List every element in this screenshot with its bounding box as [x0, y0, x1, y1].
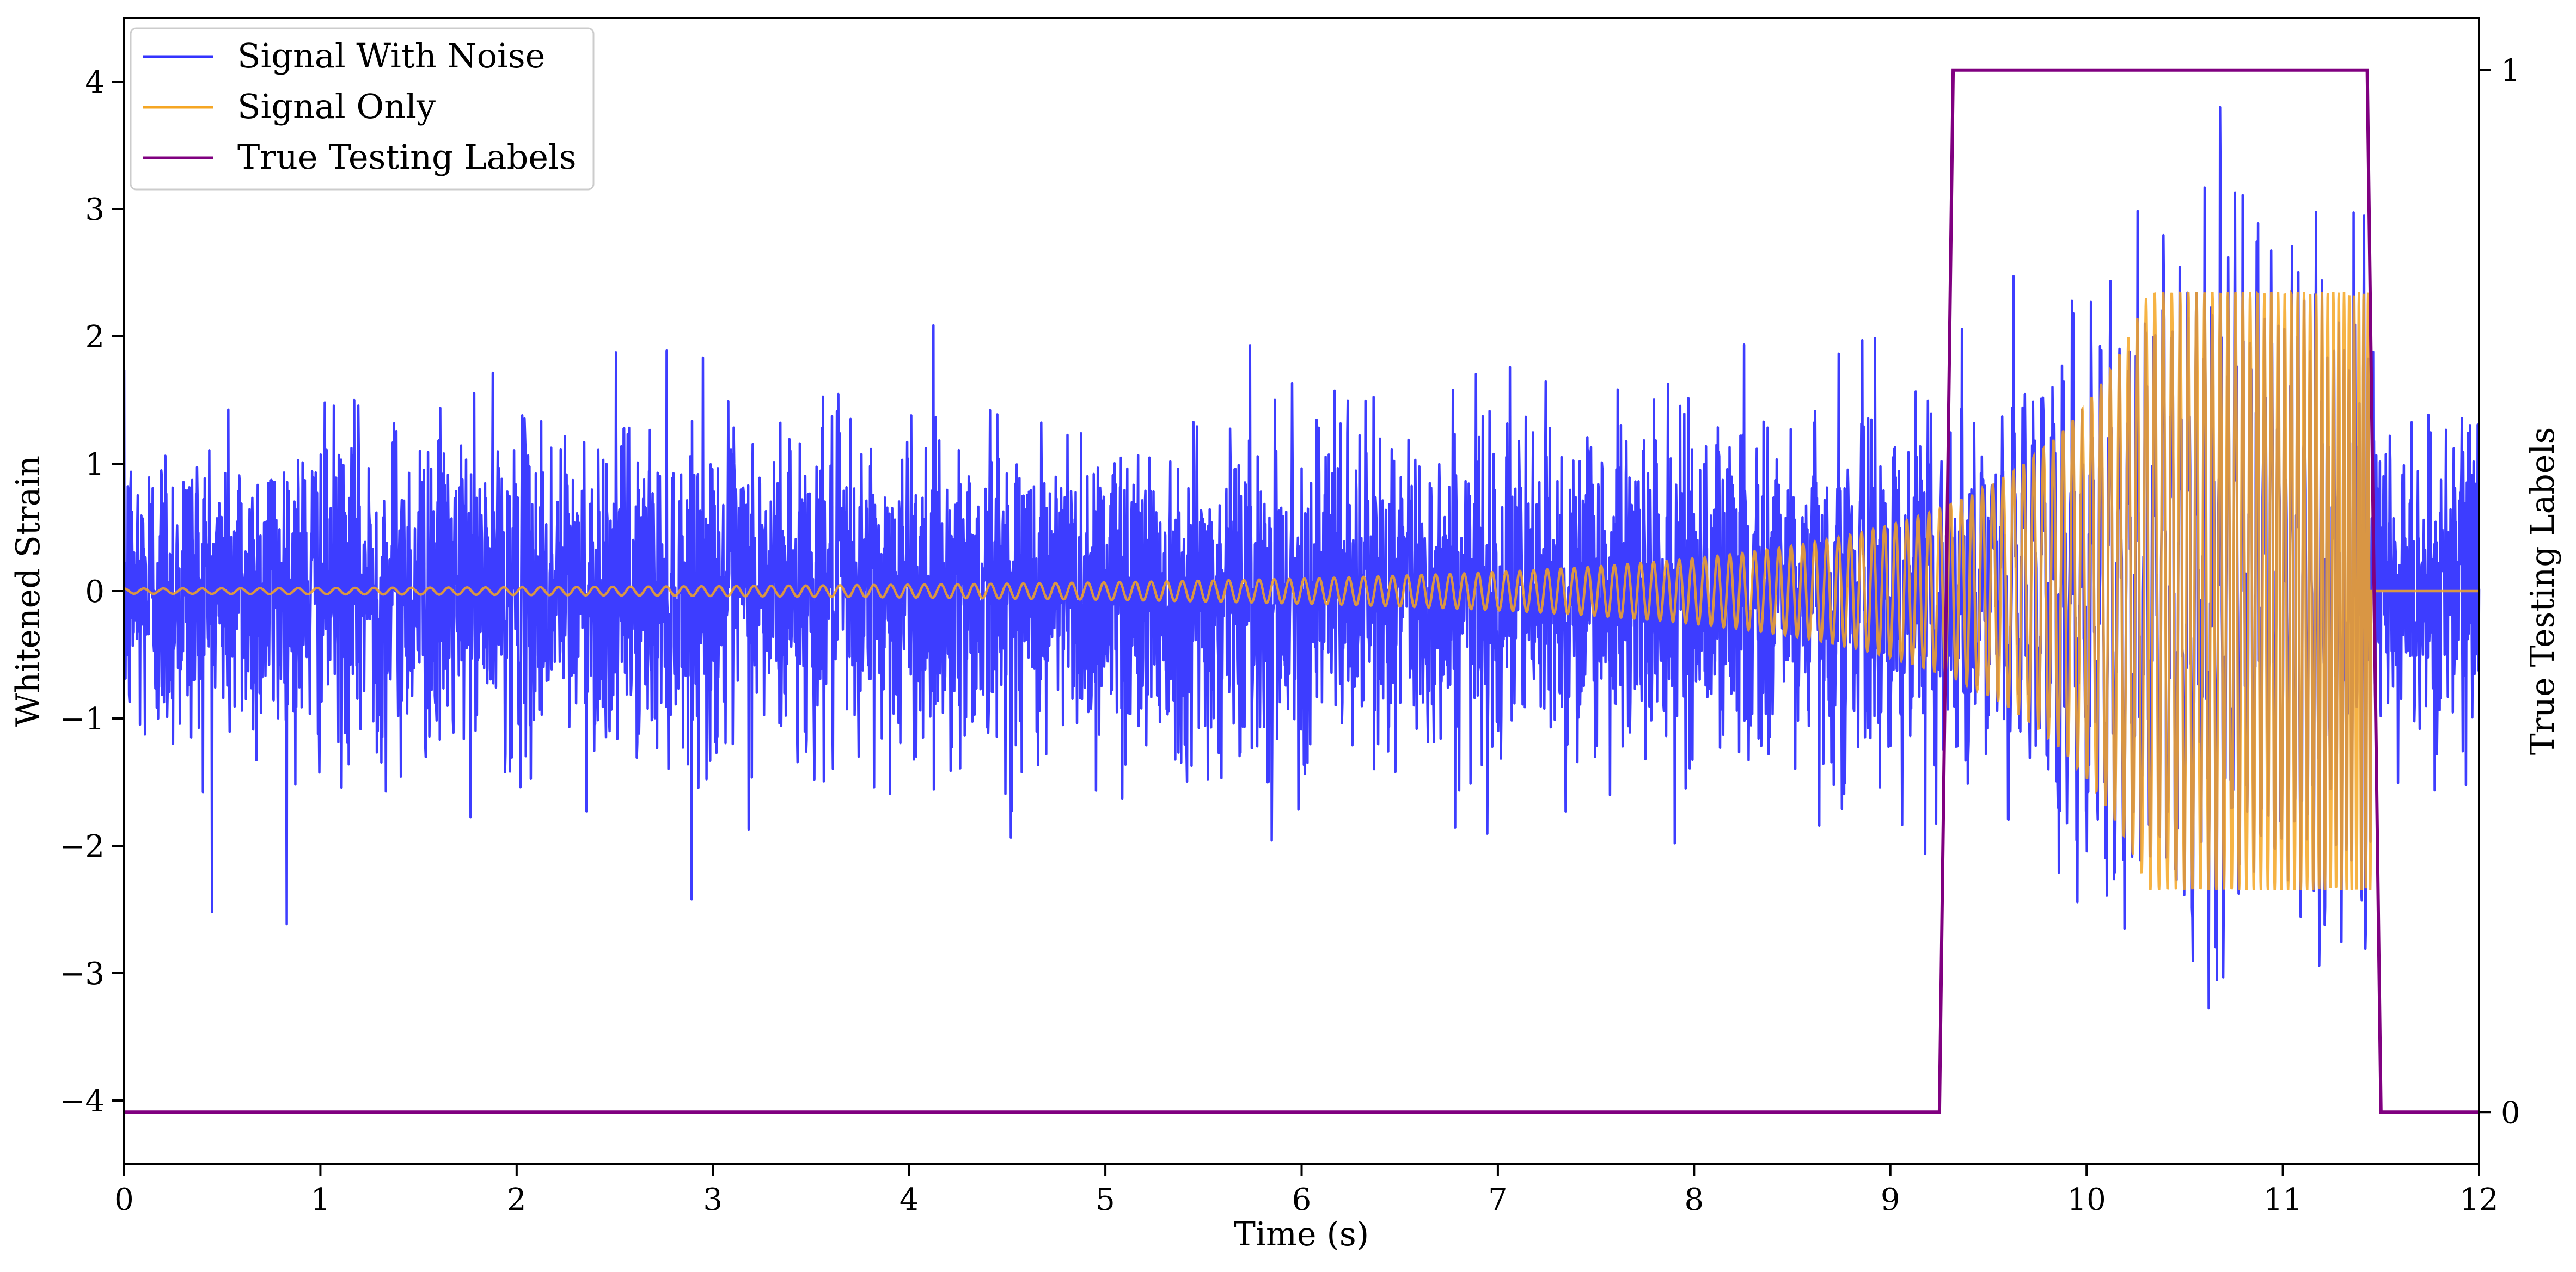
y-axis-ticks: −4 −3 −2 −1 0 1 2 3 4 [59, 65, 124, 1119]
y-tick-label: 2 [85, 319, 105, 355]
legend: Signal With Noise Signal Only True Testi… [130, 27, 595, 191]
x-tick-label: 11 [2263, 1182, 2302, 1218]
y-tick-label: −2 [59, 829, 105, 864]
legend-entry-signal-with-noise: Signal With Noise [143, 36, 545, 76]
x-tick-label: 9 [1881, 1182, 1900, 1218]
y2-axis-ticks: 01 [2479, 53, 2520, 1130]
y-tick-label: 3 [85, 192, 105, 228]
y2-tick-label: 0 [2501, 1095, 2520, 1130]
legend-label-signal-only: Signal Only [237, 87, 436, 126]
x-tick-label: 0 [114, 1182, 134, 1218]
y-tick-label: −3 [59, 956, 105, 992]
legend-label-signal-with-noise: Signal With Noise [237, 36, 545, 76]
x-tick-label: 3 [703, 1182, 723, 1218]
y2-tick-label: 1 [2501, 53, 2520, 89]
x-tick-label: 12 [2459, 1182, 2498, 1218]
y-tick-label: −1 [59, 702, 105, 737]
series-line-signal-with-noise [123, 106, 2481, 1010]
x-tick-label: 7 [1488, 1182, 1508, 1218]
legend-box [130, 27, 595, 191]
y-tick-label: −4 [59, 1084, 105, 1119]
x-tick-label: 5 [1096, 1182, 1115, 1218]
x-tick-label: 6 [1292, 1182, 1312, 1218]
x-axis-ticks: 0 1 2 3 4 5 6 7 8 9 10 11 12 [114, 1164, 2499, 1218]
x-tick-label: 8 [1685, 1182, 1704, 1218]
legend-entry-signal-only: Signal Only [143, 87, 436, 126]
legend-label-true-testing-labels: True Testing Labels [237, 137, 577, 177]
x-tick-label: 2 [507, 1182, 527, 1218]
y2-axis-label: True Testing Labels [2524, 427, 2562, 755]
series-layer [123, 68, 2481, 1114]
y-tick-label: 1 [85, 447, 105, 482]
series-line-signal-only [124, 289, 2479, 890]
x-axis-label: Time (s) [1234, 1215, 1369, 1253]
x-tick-label: 10 [2067, 1182, 2106, 1218]
series-line-true-testing-labels [124, 68, 2479, 1114]
legend-entry-true-testing-labels: True Testing Labels [143, 137, 577, 177]
y-tick-label: 4 [85, 65, 105, 100]
y-axis-label: Whitened Strain [9, 456, 47, 727]
y-tick-label: 0 [85, 574, 105, 610]
x-tick-label: 4 [900, 1182, 919, 1218]
x-tick-label: 1 [311, 1182, 331, 1218]
